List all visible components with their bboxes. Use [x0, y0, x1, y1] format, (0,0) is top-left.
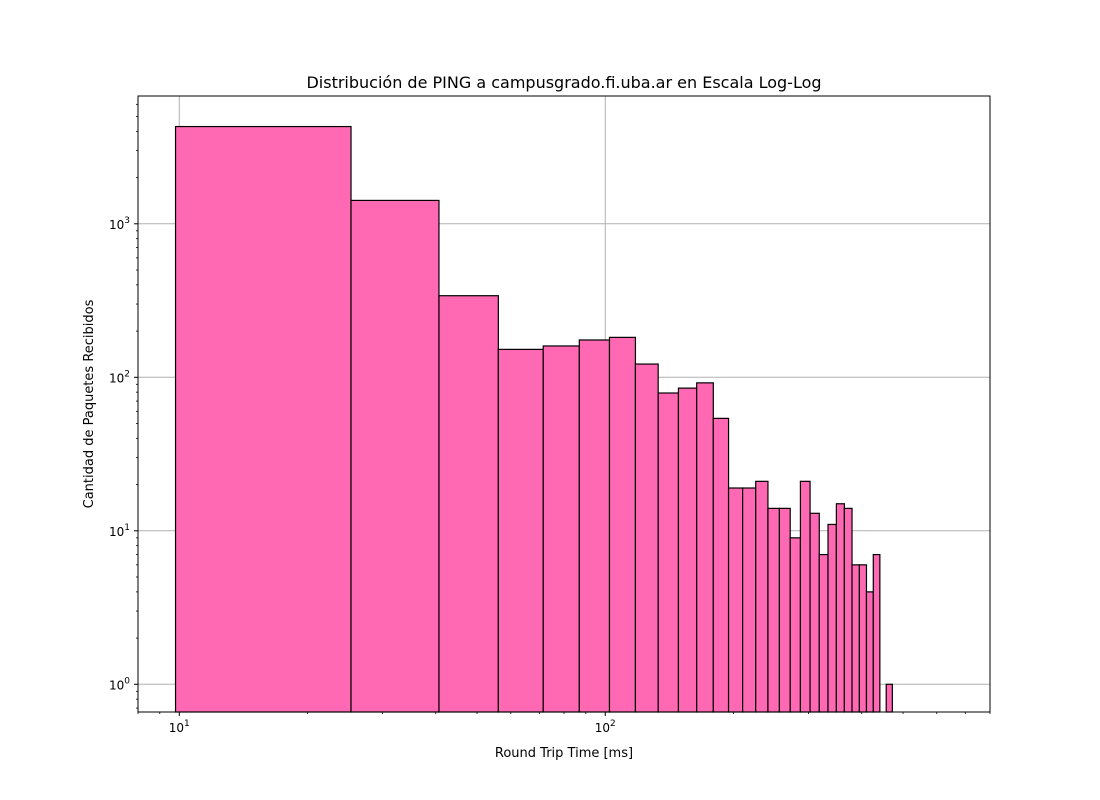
histogram-bar	[818, 553, 829, 713]
histogram-bar	[843, 507, 853, 713]
histogram-bar	[578, 339, 611, 713]
y-tick-label: 100	[109, 676, 130, 692]
histogram-bar	[634, 363, 659, 713]
chart-title: Distribución de PING a campusgrado.fi.ub…	[306, 73, 821, 92]
histogram-bar	[608, 336, 637, 713]
histogram-bar	[742, 487, 757, 713]
histogram-bar	[778, 507, 791, 713]
histogram-bar	[767, 507, 781, 713]
y-tick-label: 101	[109, 523, 130, 539]
histogram-bar	[727, 487, 744, 713]
histogram-bar	[712, 417, 730, 713]
histogram-bar	[542, 345, 580, 713]
histogram-bar	[174, 125, 352, 713]
axis-ticks: 101 102 100 101 102 103	[109, 103, 991, 735]
x-tick-label: 101	[169, 719, 190, 735]
histogram-bar	[799, 480, 811, 713]
histogram-bar	[438, 295, 499, 713]
y-tick-label: 102	[109, 369, 130, 385]
histogram-bar	[497, 348, 544, 713]
histogram-bar	[809, 512, 820, 713]
histogram-bar	[885, 683, 893, 713]
x-tick-label: 102	[595, 719, 616, 735]
histogram-bars	[174, 125, 893, 713]
histogram-bar	[350, 199, 440, 713]
y-tick-label: 103	[109, 216, 130, 232]
histogram-bar	[755, 480, 769, 713]
histogram-bar	[696, 382, 714, 713]
histogram-bar	[657, 392, 680, 713]
y-axis-label: Cantidad de Paquetes Recibidos	[82, 299, 97, 508]
histogram-bar	[827, 523, 837, 713]
histogram-bar	[677, 387, 698, 713]
histogram-bar	[835, 503, 845, 713]
x-axis-label: Round Trip Time [ms]	[495, 746, 633, 761]
histogram-bar	[872, 553, 881, 713]
histogram-bar	[851, 564, 860, 713]
histogram-bar	[865, 591, 874, 713]
histogram-bar	[789, 537, 802, 713]
histogram-bar	[858, 564, 868, 713]
